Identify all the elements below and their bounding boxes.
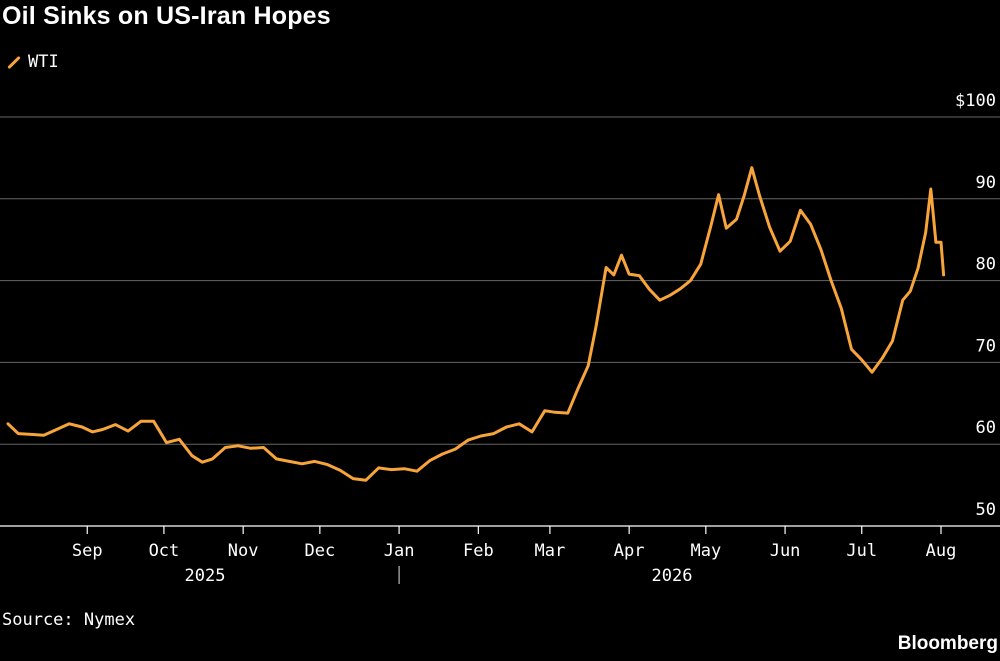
x-axis: Sep Oct Nov Dec Jan Feb Mar Apr May Jun Jul Aug 2025… [0, 525, 1000, 586]
x-year-label: 2025 [185, 566, 226, 586]
chart-title: Oil Sinks on US-Iran Hopes [2, 2, 331, 30]
bloomberg-logo: Bloomberg [897, 633, 998, 654]
x-tick-label: Apr [614, 541, 645, 561]
x-tick-label: Dec [304, 541, 335, 561]
x-tick-label: Sep [72, 541, 103, 561]
x-tick-label: May [690, 541, 721, 561]
y-axis-labels: 50 60 70 80 90 $100 [955, 91, 996, 520]
y-tick-label: 90 [976, 173, 996, 193]
y-tick-label: 50 [976, 500, 996, 520]
source-note: Source: Nymex [2, 610, 136, 630]
x-tick-label: Jun [770, 541, 801, 561]
x-tick-label: Feb [463, 541, 494, 561]
y-tick-label: 70 [976, 336, 996, 356]
series-lines [6, 166, 946, 482]
x-tick-label: Nov [228, 541, 259, 561]
x-year-label: 2026 [652, 566, 693, 586]
y-tick-label: 80 [976, 255, 996, 275]
x-tick-label: Mar [535, 541, 566, 561]
x-tick-label: Jul [846, 541, 877, 561]
legend: WTI [6, 52, 59, 72]
legend-label: WTI [28, 52, 59, 72]
x-tick-label: Jan [384, 541, 415, 561]
x-tick-label: Aug [926, 541, 957, 561]
series-line-wti [6, 166, 946, 482]
y-tick-label: $100 [955, 91, 996, 111]
x-tick-label: Oct [149, 541, 180, 561]
gridlines [0, 116, 1000, 527]
y-tick-label: 60 [976, 418, 996, 438]
